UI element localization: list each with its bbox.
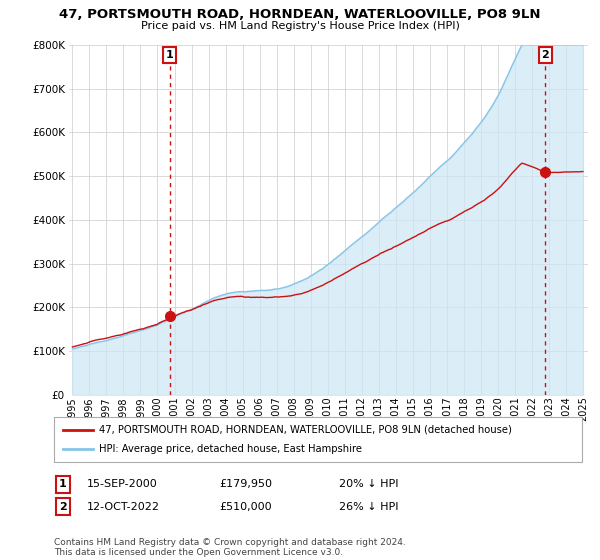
Text: 2: 2 xyxy=(541,50,549,60)
Text: £179,950: £179,950 xyxy=(219,479,272,489)
Text: HPI: Average price, detached house, East Hampshire: HPI: Average price, detached house, East… xyxy=(99,445,362,455)
Text: 15-SEP-2000: 15-SEP-2000 xyxy=(87,479,158,489)
Text: 47, PORTSMOUTH ROAD, HORNDEAN, WATERLOOVILLE, PO8 9LN (detached house): 47, PORTSMOUTH ROAD, HORNDEAN, WATERLOOV… xyxy=(99,424,512,435)
Text: £510,000: £510,000 xyxy=(219,502,272,512)
Text: Price paid vs. HM Land Registry's House Price Index (HPI): Price paid vs. HM Land Registry's House … xyxy=(140,21,460,31)
Text: 1: 1 xyxy=(59,479,67,489)
Text: 20% ↓ HPI: 20% ↓ HPI xyxy=(339,479,398,489)
Text: Contains HM Land Registry data © Crown copyright and database right 2024.
This d: Contains HM Land Registry data © Crown c… xyxy=(54,538,406,557)
Text: 47, PORTSMOUTH ROAD, HORNDEAN, WATERLOOVILLE, PO8 9LN: 47, PORTSMOUTH ROAD, HORNDEAN, WATERLOOV… xyxy=(59,8,541,21)
Text: 1: 1 xyxy=(166,50,173,60)
Text: 2: 2 xyxy=(59,502,67,512)
Text: 12-OCT-2022: 12-OCT-2022 xyxy=(87,502,160,512)
Text: 26% ↓ HPI: 26% ↓ HPI xyxy=(339,502,398,512)
